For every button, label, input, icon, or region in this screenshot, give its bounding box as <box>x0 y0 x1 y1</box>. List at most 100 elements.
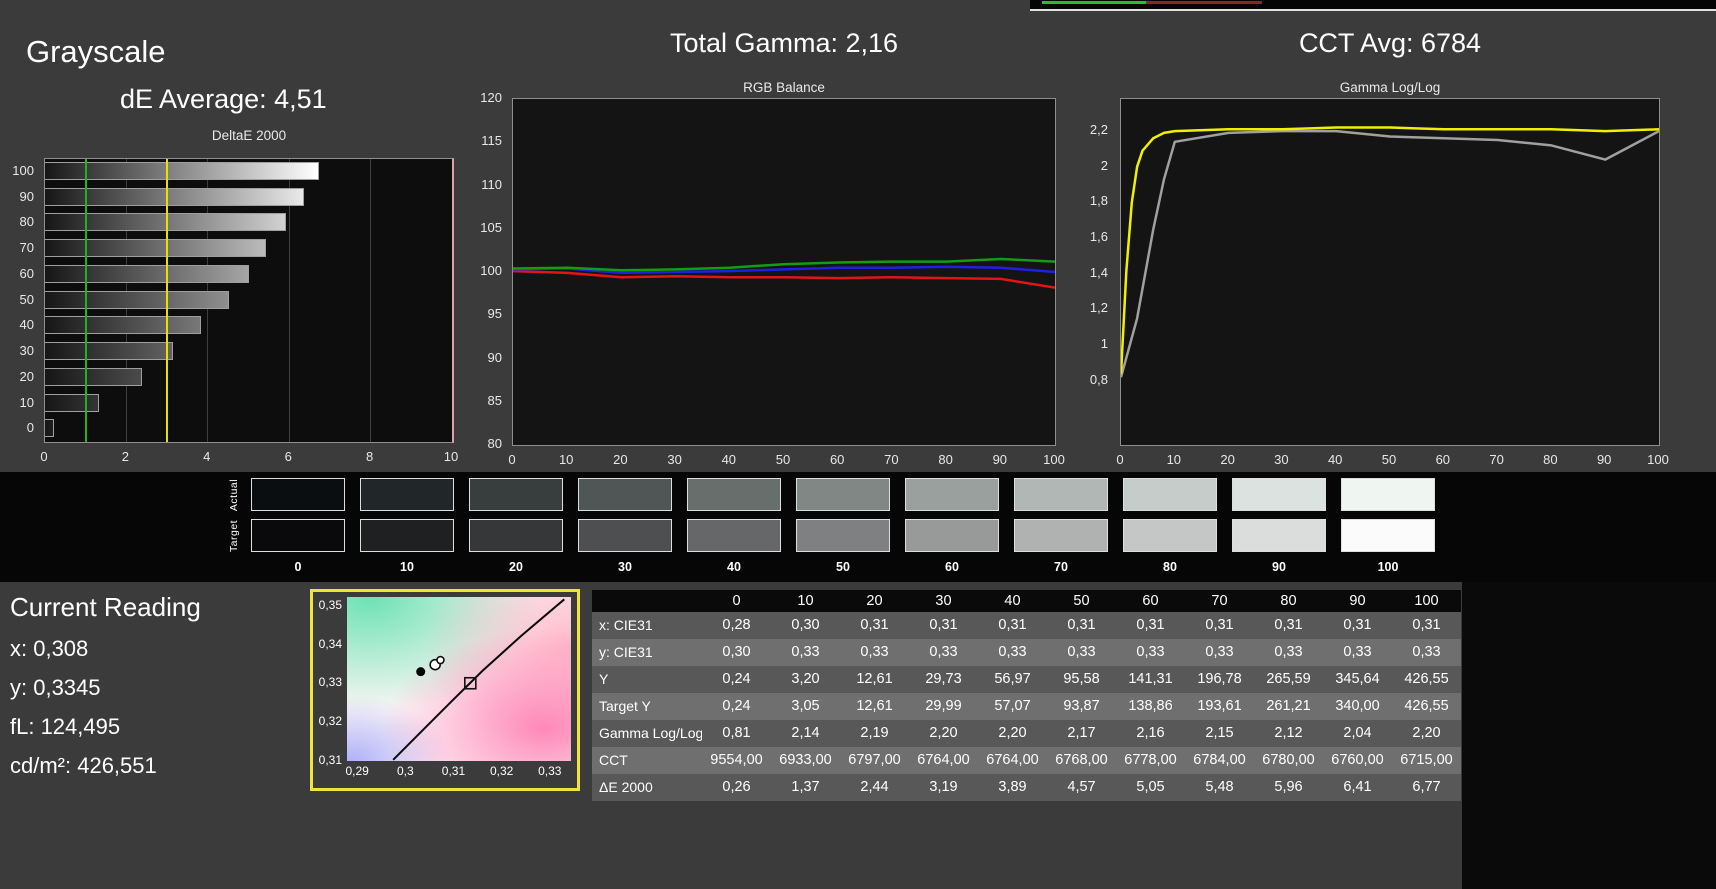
rgb-plot-x-tick: 70 <box>884 452 899 467</box>
cie-x-axis: 0,29 0,3 0,31 0,32 0,33 <box>345 764 571 780</box>
table-cell: 0,24 <box>702 666 771 693</box>
deltae-gridline <box>370 159 372 442</box>
table-header-cell: 90 <box>1323 590 1392 612</box>
table-cell: 3,05 <box>771 693 840 720</box>
rgb-plot-y-tick: 95 <box>487 306 502 322</box>
deltae-x-axis: 0 2 4 6 8 10 <box>40 449 458 465</box>
measurement-table: 0 10 20 30 40 50 60 70 80 90 100 x: CIE31 0,28 0,30 0,… <box>592 590 1461 801</box>
table-cell: 0,31 <box>1254 612 1323 639</box>
gamma-plot-x-tick: 20 <box>1220 452 1235 467</box>
table-cell: 3,19 <box>909 774 978 801</box>
target-swatch-80 <box>1123 519 1217 552</box>
rgb-plot-y-tick: 85 <box>487 392 502 408</box>
table-cell: 426,55 <box>1392 693 1461 720</box>
deltae-bar-10 <box>45 393 99 412</box>
table-row-label: Target Y <box>592 693 702 720</box>
table-cell: 0,33 <box>1392 639 1461 666</box>
deltae-bar-40 <box>45 316 202 335</box>
gamma-plot-y-tick: 2,2 <box>1089 122 1108 138</box>
gamma-plot-y-tick: 1 <box>1100 336 1108 352</box>
table-row-label: ΔE 2000 <box>592 774 702 801</box>
table-cell: 9554,00 <box>702 747 771 774</box>
table-row-label: y: CIE31 <box>592 639 702 666</box>
target-row-label: Target <box>226 519 242 552</box>
gamma-plot-x-tick: 50 <box>1381 452 1397 467</box>
rgb-plot-x-tick: 0 <box>508 452 516 467</box>
table-row: Target Y 0,24 3,05 12,61 29,99 57,07 93,87 138,… <box>592 693 1461 720</box>
de-average-readout: dE Average: 4,51 <box>120 84 327 114</box>
rgb-plot-y-tick: 90 <box>487 349 502 365</box>
rgb-plot-x-tick: 90 <box>992 452 1008 467</box>
table-cell: 6760,00 <box>1323 747 1392 774</box>
table-cell: 12,61 <box>840 693 909 720</box>
gamma-plot-y-tick: 1,8 <box>1089 193 1108 209</box>
table-cell: 141,31 <box>1116 666 1185 693</box>
table-cell: 2,16 <box>1116 720 1185 747</box>
table-cell: 261,21 <box>1254 693 1323 720</box>
rgb-plot-y-tick: 115 <box>481 133 502 149</box>
table-cell: 2,20 <box>978 720 1047 747</box>
cie-y-tick: 0,33 <box>318 675 342 690</box>
table-header-cell: 40 <box>978 590 1047 612</box>
actual-swatch-90 <box>1232 478 1326 511</box>
table-cell: 3,20 <box>771 666 840 693</box>
gamma-plot-x-tick: 10 <box>1166 452 1182 467</box>
table-cell: 29,73 <box>909 666 978 693</box>
cie-y-tick: 0,31 <box>318 752 342 767</box>
deltae-y-tick: 80 <box>19 214 34 230</box>
top-edge-green-segment <box>1042 1 1146 4</box>
swatch-level-0: 0 <box>294 560 302 574</box>
table-cell: 0,81 <box>702 720 771 747</box>
rgb-plot-y-tick: 100 <box>480 263 502 278</box>
table-row: Gamma Log/Log 0,81 2,14 2,19 2,20 2,20 2,17 2,1… <box>592 720 1461 747</box>
actual-row-label-text: Actual <box>228 478 240 511</box>
gamma-plot-x-tick: 0 <box>1116 452 1124 467</box>
table-cell: 6778,00 <box>1116 747 1185 774</box>
deltae-x-tick: 6 <box>284 449 292 464</box>
actual-swatch-row <box>251 478 1435 511</box>
actual-swatch-80 <box>1123 478 1217 511</box>
swatch-level-50: 50 <box>836 560 850 574</box>
table-row-label: CCT <box>592 747 702 774</box>
cie-point-circle <box>436 655 445 665</box>
swatch-level-60: 60 <box>945 560 959 574</box>
target-swatch-90 <box>1232 519 1326 552</box>
table-cell: 193,61 <box>1185 693 1254 720</box>
table-row: CCT 9554,00 6933,00 6797,00 6764,00 6764,00 67… <box>592 747 1461 774</box>
cie-point-square <box>464 676 477 690</box>
gamma-x-axis: 0 10 20 30 40 50 60 70 80 90 100 <box>1116 452 1668 468</box>
deltae-bar-chart <box>44 158 454 443</box>
table-row: y: CIE31 0,30 0,33 0,33 0,33 0,33 0,33 0,33 0,33… <box>592 639 1461 666</box>
table-cell: 0,31 <box>1185 612 1254 639</box>
table-cell: 4,57 <box>1047 774 1116 801</box>
table-cell: 0,33 <box>1116 639 1185 666</box>
table-cell: 0,33 <box>1047 639 1116 666</box>
deltae-x-tick: 2 <box>121 449 129 464</box>
current-reading-x: x: 0,308 <box>10 636 89 661</box>
deltae-y-tick: 0 <box>26 420 34 436</box>
swatch-level-40: 40 <box>727 560 741 574</box>
deltae-bar-0 <box>45 419 54 438</box>
rgb-plot-x-tick: 100 <box>1043 452 1065 467</box>
gamma-log-chart <box>1120 98 1660 446</box>
deltae-y-axis: 100 90 80 70 60 50 40 30 20 10 0 <box>2 158 38 443</box>
cie-plot-area <box>347 597 571 761</box>
table-cell: 6784,00 <box>1185 747 1254 774</box>
actual-swatch-60 <box>905 478 999 511</box>
series-green <box>513 257 1055 272</box>
deltae-x-tick: 0 <box>40 449 48 464</box>
table-cell: 340,00 <box>1323 693 1392 720</box>
table-row: Y 0,24 3,20 12,61 29,73 56,97 95,58 141,31 196,7… <box>592 666 1461 693</box>
table-header-cell: 0 <box>702 590 771 612</box>
table-cell: 5,96 <box>1254 774 1323 801</box>
table-cell: 6780,00 <box>1254 747 1323 774</box>
deltae-y-tick: 90 <box>19 188 34 204</box>
cie-x-tick: 0,3 <box>396 764 414 778</box>
rgb-plot-x-tick: 10 <box>558 452 574 467</box>
table-cell: 0,31 <box>1323 612 1392 639</box>
deltae-y-tick: 10 <box>19 394 34 410</box>
deltae-y-tick: 30 <box>19 343 34 359</box>
table-cell: 6764,00 <box>978 747 1047 774</box>
top-edge-white-line <box>1030 9 1716 11</box>
table-cell: 2,44 <box>840 774 909 801</box>
